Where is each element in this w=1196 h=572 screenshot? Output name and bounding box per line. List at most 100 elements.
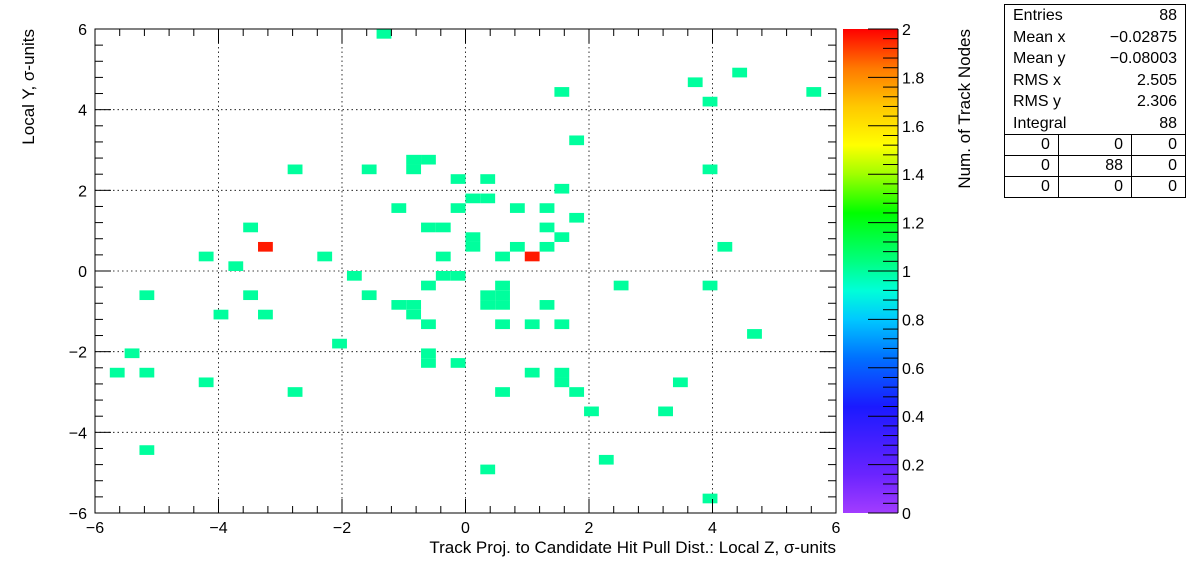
heatmap-bin xyxy=(406,154,422,165)
heatmap-bin xyxy=(717,241,733,252)
grid-lines xyxy=(95,29,836,513)
heatmap-bin xyxy=(539,241,555,252)
heatmap-bin xyxy=(421,358,436,368)
heatmap-bin xyxy=(524,367,540,378)
heatmap-bin xyxy=(421,348,436,359)
heatmap-bin xyxy=(480,464,496,475)
heatmap-bin xyxy=(139,290,155,301)
stats-label: Mean x xyxy=(1013,28,1066,46)
stats-value: 2.505 xyxy=(1136,71,1177,89)
heatmap-bin xyxy=(332,338,347,349)
y-tick-label: −6 xyxy=(69,506,87,523)
stats-value: 2.306 xyxy=(1136,93,1177,110)
heatmap-bin xyxy=(287,164,303,175)
heatmap-bin xyxy=(287,387,303,397)
stats-row: Mean y −0.08003 xyxy=(1005,48,1185,70)
y-tick-label: −2 xyxy=(69,345,87,362)
x-tick-label: −2 xyxy=(333,520,351,537)
heatmap-bin xyxy=(198,377,214,388)
stats-box: Entries 88 Mean x −0.02875 Mean y −0.08003 RMS… xyxy=(1004,4,1186,198)
heatmap-bin xyxy=(672,377,688,388)
stats-value: −0.02875 xyxy=(1109,28,1177,46)
heatmap-bin xyxy=(450,271,466,281)
heatmap-bin xyxy=(258,241,273,252)
heatmap-bin xyxy=(539,203,555,213)
z-tick-label: 0 xyxy=(902,506,911,523)
heatmap-bin xyxy=(495,290,510,301)
x-axis-label: Track Proj. to Candidate Hit Pull Dist.:… xyxy=(429,538,836,557)
heatmap-bin xyxy=(554,377,570,388)
heatmap-bin xyxy=(554,319,570,330)
y-tick-label: 6 xyxy=(78,22,87,39)
heatmap-bin xyxy=(421,280,436,291)
stats-grid-cell: 0 xyxy=(1057,134,1132,156)
heatmap-bin xyxy=(658,406,673,417)
y-axis-label: Local Y, σ-units xyxy=(19,29,38,145)
bins-layer xyxy=(109,29,822,504)
heatmap-bin xyxy=(465,193,481,204)
heatmap-bin xyxy=(539,222,555,233)
heatmap-bin xyxy=(361,290,377,301)
heatmap-bin xyxy=(509,203,525,213)
stats-grid: 0 0 0 0 88 0 0 0 0 xyxy=(1005,134,1185,197)
heatmap-bin xyxy=(258,309,273,320)
stats-grid-cell: 0 xyxy=(1005,155,1059,177)
stats-row: Mean x −0.02875 xyxy=(1005,27,1185,49)
stats-grid-cell: 0 xyxy=(1131,176,1185,197)
color-scale-label: Num. of Track Nodes xyxy=(955,29,974,189)
heatmap-bin xyxy=(495,319,510,330)
heatmap-bin xyxy=(702,164,718,175)
heatmap-bin xyxy=(584,406,599,417)
heatmap-bin xyxy=(139,367,155,378)
x-tick-label: 4 xyxy=(708,520,717,537)
heatmap-bin xyxy=(495,251,510,262)
heatmap-bin xyxy=(480,174,496,184)
y-tick-label: 2 xyxy=(78,183,87,200)
stats-label: RMS y xyxy=(1013,93,1061,110)
heatmap-bin xyxy=(406,300,422,310)
heatmap-bin xyxy=(613,280,629,291)
z-tick-label: 1.6 xyxy=(902,119,924,136)
z-tick-label: 1.4 xyxy=(902,167,924,184)
heatmap-bin xyxy=(495,300,510,310)
z-tick-label: 1 xyxy=(902,264,911,281)
stats-value: −0.08003 xyxy=(1109,50,1177,67)
heatmap-bin xyxy=(495,387,510,397)
heatmap-bin xyxy=(687,77,703,88)
stats-grid-cell: 0 xyxy=(1131,134,1185,156)
stats-value: 88 xyxy=(1159,114,1177,132)
stats-grid-row: 0 88 0 xyxy=(1005,155,1185,177)
heatmap-bin xyxy=(509,241,525,252)
heatmap-bin xyxy=(569,135,585,146)
x-tick-label: 2 xyxy=(585,520,594,537)
z-tick-label: 1.8 xyxy=(902,70,924,87)
stats-label: Mean y xyxy=(1013,50,1066,67)
heatmap-bin xyxy=(598,454,614,465)
stats-row: Entries 88 xyxy=(1005,5,1185,27)
heatmap-bin xyxy=(421,222,436,233)
z-tick-label: 0.4 xyxy=(902,409,924,426)
stats-rows: Entries 88 Mean x −0.02875 Mean y −0.08003 RMS… xyxy=(1005,5,1185,134)
heatmap-bin xyxy=(421,154,436,165)
heatmap-bin xyxy=(376,29,392,39)
z-tick-label: 2 xyxy=(902,22,911,39)
stats-grid-cell: 88 xyxy=(1057,155,1132,177)
heatmap-bin xyxy=(569,387,585,397)
heatmap-bin xyxy=(228,261,244,271)
heatmap-bin xyxy=(243,290,259,301)
heatmap-bin xyxy=(495,280,510,291)
heatmap-bin xyxy=(450,358,466,368)
stats-label: RMS x xyxy=(1013,71,1061,89)
y-axis: −6 −4 −2 0 2 4 6 xyxy=(69,22,836,523)
y-tick-label: −4 xyxy=(69,425,87,442)
heatmap-bin xyxy=(480,193,496,204)
stats-row: RMS x 2.505 xyxy=(1005,70,1185,92)
x-axis: −6 −4 −2 0 2 4 6 xyxy=(86,29,841,537)
heatmap-bin xyxy=(421,319,436,330)
z-tick-label: 0.8 xyxy=(902,312,924,329)
heatmap-bin xyxy=(109,367,125,378)
heatmap-bin xyxy=(391,300,407,310)
